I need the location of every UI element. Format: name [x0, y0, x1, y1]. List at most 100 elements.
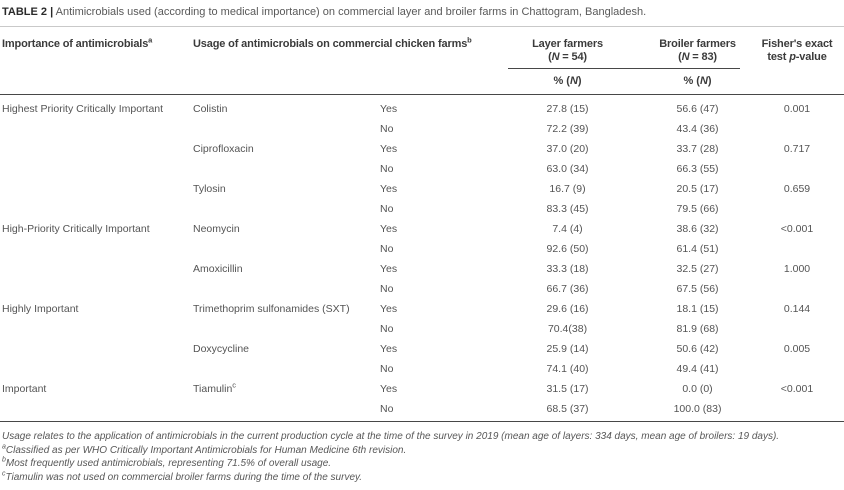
broiler-value-cell: 81.9 (68) [676, 323, 719, 335]
usage-cell: No [380, 163, 394, 175]
table-row: Ciprofloxacin Yes 37.0 (20) 33.7 (28) 0.717 [0, 140, 844, 160]
usage-cell: Yes [380, 303, 398, 315]
footnote-general: Usage relates to the application of anti… [2, 431, 780, 442]
usage-cell: No [380, 363, 394, 375]
layer-value-cell: 83.3 (45) [546, 203, 589, 215]
broiler-value-cell: 38.6 (32) [676, 223, 719, 235]
footnote-marker-c: c [2, 470, 6, 478]
layer-value-cell: 16.7 (9) [549, 183, 586, 195]
p-value-cell [750, 399, 844, 422]
table-caption-text: Antimicrobials used (according to medica… [55, 6, 647, 18]
p-value-cell: 0.659 [783, 183, 811, 195]
importance-cell: Important [2, 383, 47, 395]
p-value-cell: 0.005 [783, 343, 811, 355]
header-row-main: Importance of antimicrobialsa Usage of a… [0, 27, 844, 95]
p-value-cell [750, 240, 844, 260]
col-header-layer-farmers: Layer farmers (N = 54) [532, 38, 603, 63]
importance-cell [0, 260, 193, 280]
farmers-group-underline [508, 68, 741, 69]
layer-value-cell: 37.0 (20) [546, 143, 589, 155]
antimicrobial-cell: Neomycin [193, 223, 240, 235]
layer-value-cell: 7.4 (4) [552, 223, 583, 235]
table-row: No 72.2 (39) 43.4 (36) [0, 120, 844, 140]
broiler-value-cell: 18.1 (15) [676, 303, 719, 315]
broiler-value-cell: 49.4 (41) [676, 363, 719, 375]
layer-value-cell: 70.4(38) [547, 323, 588, 335]
antimicrobial-cell: Colistin [193, 103, 228, 115]
layer-value-cell: 92.6 (50) [546, 243, 589, 255]
table-body: Highest Priority Critically Important Col… [0, 95, 844, 422]
table-row: Amoxicillin Yes 33.3 (18) 32.5 (27) 1.000 [0, 260, 844, 280]
table-row: No 63.0 (34) 66.3 (55) [0, 160, 844, 180]
footnote-c: cTiamulin was not used on commercial bro… [2, 470, 363, 483]
table-caption: TABLE 2 | Antimicrobials used (according… [0, 0, 844, 19]
table-row: Highly Important Trimethoprim sulfonamide… [0, 300, 844, 320]
table-row: Important Tiamulinc Yes 31.5 (17) 0.0 (0) <0.… [0, 380, 844, 400]
p-value-cell: <0.001 [780, 223, 814, 235]
antimicrobial-cell: Amoxicillin [193, 263, 243, 275]
table-row: Doxycycline Yes 25.9 (14) 50.6 (42) 0.005 [0, 340, 844, 360]
table-row: No 92.6 (50) 61.4 (51) [0, 240, 844, 260]
usage-cell: Yes [380, 383, 398, 395]
usage-cell: No [380, 243, 394, 255]
layer-value-cell: 31.5 (17) [546, 383, 589, 395]
header-row-group-underline [0, 64, 844, 69]
antimicrobial-cell: Trimethoprim sulfonamides (SXT) [193, 303, 350, 315]
col-header-broiler-farmers: Broiler farmers (N = 83) [659, 38, 736, 63]
antimicrobial-cell [193, 240, 380, 260]
col-header-importance: Importance of antimicrobialsa [0, 27, 193, 95]
importance-cell [0, 180, 193, 200]
usage-cell: Yes [380, 183, 398, 195]
p-value-cell [750, 160, 844, 180]
usage-cell: Yes [380, 143, 398, 155]
col-header-fisher-p-value: Fisher's exact test p-value [750, 27, 844, 95]
importance-cell: Highest Priority Critically Important [2, 103, 164, 115]
p-value-cell: <0.001 [780, 383, 814, 395]
table-caption-label: TABLE 2 | [2, 6, 54, 18]
layer-value-cell: 68.5 (37) [490, 399, 646, 422]
p-value-cell [750, 200, 844, 220]
p-value-cell: 0.144 [783, 303, 811, 315]
broiler-value-cell: 32.5 (27) [676, 263, 719, 275]
p-value-cell: 0.001 [783, 103, 811, 115]
broiler-value-cell: 50.6 (42) [676, 343, 719, 355]
footnote-marker-b: b [467, 35, 472, 45]
antimicrobials-table: Importance of antimicrobialsa Usage of a… [0, 27, 844, 422]
usage-cell: Yes [380, 103, 398, 115]
table-row: No 74.1 (40) 49.4 (41) [0, 360, 844, 380]
layer-value-cell: 33.3 (18) [546, 263, 589, 275]
layer-value-cell: 27.8 (15) [546, 103, 589, 115]
layer-value-cell: 29.6 (16) [546, 303, 589, 315]
antimicrobial-cell: Doxycycline [193, 343, 250, 355]
importance-cell [0, 399, 193, 422]
table-row: No 70.4(38) 81.9 (68) [0, 320, 844, 340]
layer-value-cell: 72.2 (39) [546, 123, 589, 135]
broiler-value-cell: 43.4 (36) [676, 123, 719, 135]
p-value-cell [750, 320, 844, 340]
table-row: No 83.3 (45) 79.5 (66) [0, 200, 844, 220]
table-row: No 68.5 (37) 100.0 (83) [0, 399, 844, 422]
broiler-pct-n-subheader: % (N) [645, 69, 751, 95]
col-header-usage: Usage of antimicrobials on commercial ch… [193, 27, 491, 95]
broiler-value-cell: 61.4 (51) [676, 243, 719, 255]
importance-cell [0, 360, 193, 380]
usage-cell: No [380, 283, 394, 295]
p-value-cell [750, 280, 844, 300]
layer-value-cell: 63.0 (34) [546, 163, 589, 175]
p-value-cell [750, 360, 844, 380]
importance-cell: High-Priority Critically Important [2, 223, 150, 235]
table-row: High-Priority Critically Important Neomyc… [0, 220, 844, 240]
header-row-subheader: % (N) % (N) [0, 69, 844, 95]
footnote-b: bMost frequently used antimicrobials, re… [2, 456, 332, 469]
antimicrobial-cell [193, 200, 380, 220]
broiler-value-cell: 33.7 (28) [676, 143, 719, 155]
antimicrobial-cell [193, 280, 380, 300]
table-row: Tylosin Yes 16.7 (9) 20.5 (17) 0.659 [0, 180, 844, 200]
usage-cell: No [380, 399, 491, 422]
usage-cell: Yes [380, 263, 398, 275]
importance-cell: Highly Important [2, 303, 79, 315]
layer-pct-n-subheader: % (N) [490, 69, 646, 95]
footnote-marker-a: a [2, 443, 6, 451]
broiler-value-cell: 67.5 (56) [676, 283, 719, 295]
